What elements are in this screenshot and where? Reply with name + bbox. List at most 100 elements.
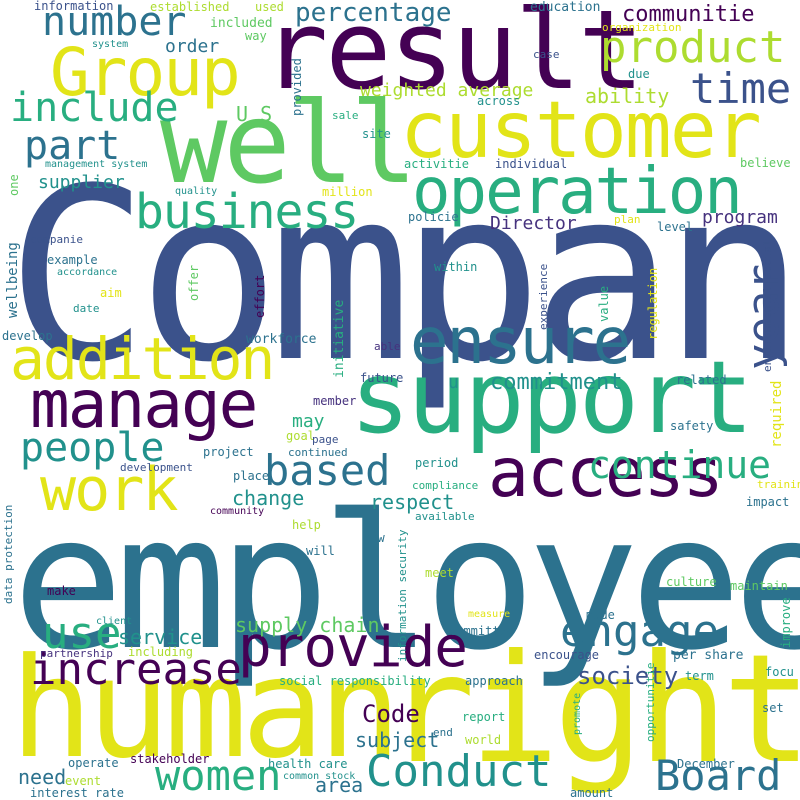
word-including: including <box>128 645 194 659</box>
word-supply-chain: supply chain <box>235 613 380 637</box>
word-society: society <box>577 662 679 690</box>
word-training: training <box>757 478 800 491</box>
word-will: will <box>306 544 335 558</box>
word-required: required <box>769 380 785 448</box>
word-access: access <box>488 434 724 513</box>
word-change: change <box>232 486 305 510</box>
word-plan: plan <box>614 213 641 226</box>
word-women: women <box>155 751 282 800</box>
word-new: new <box>363 531 385 545</box>
word-made: made <box>586 608 615 622</box>
word-us: U S <box>236 102 273 126</box>
word-end: end <box>433 726 453 739</box>
word-example: example <box>47 253 98 267</box>
word-interest-rate: interest rate <box>30 786 124 800</box>
word-ability: ability <box>585 84 670 108</box>
word-well: well <box>160 79 418 209</box>
word-program: program <box>702 207 778 228</box>
word-u: u <box>448 372 459 393</box>
word-promote: promote <box>572 692 583 735</box>
word-number: number <box>42 0 187 45</box>
word-communitie: communitie <box>622 2 755 27</box>
word-activitie: activitie <box>404 157 470 171</box>
word-able: able <box>374 340 401 353</box>
word-make: make <box>47 584 76 598</box>
word-future: future <box>360 371 404 385</box>
word-safety: safety <box>670 419 714 433</box>
word-value: value <box>597 285 611 322</box>
word-offer: offer <box>187 264 201 301</box>
word-improve: improve <box>779 597 793 648</box>
word-result: result <box>262 0 644 114</box>
word-accordance: accordance <box>57 267 118 278</box>
word-weighted-average: weighted average <box>360 80 534 101</box>
word-data-protection: data protection <box>2 504 15 604</box>
word-business: business <box>135 184 359 240</box>
word-culture: culture <box>666 575 717 589</box>
word-group: Group <box>50 34 241 111</box>
word-subject: subject <box>355 728 440 752</box>
word-part: part <box>24 123 121 169</box>
word-information: information <box>34 0 114 13</box>
word-customer: customer <box>400 86 762 176</box>
word-way: way <box>245 29 267 43</box>
word-operate: operate <box>68 756 119 770</box>
word-employee: employee <box>12 474 800 691</box>
word-encourage: encourage <box>534 648 600 662</box>
word-respect: respect <box>370 490 455 514</box>
word-within: within <box>434 260 478 274</box>
word-organization: organization <box>602 21 682 34</box>
word-project: project <box>203 445 254 459</box>
word-code: Code <box>362 700 420 728</box>
word-opportunitie: opportunitie <box>644 662 657 742</box>
word-develop: develop <box>2 329 53 343</box>
word-use: use <box>42 608 122 659</box>
word-product: product <box>600 22 786 73</box>
word-people: people <box>20 425 165 471</box>
word-related: related <box>676 373 727 387</box>
word-page: page <box>312 433 339 446</box>
word-percentage: percentage <box>295 0 452 28</box>
word-member: member <box>313 394 357 408</box>
word-sale: sale <box>332 109 359 122</box>
word-need: need <box>18 765 67 789</box>
word-area: area <box>315 773 364 797</box>
word-believe: believe <box>740 156 791 170</box>
word-one: one <box>7 174 21 196</box>
word-aim: aim <box>100 286 122 300</box>
word-term: term <box>685 669 714 683</box>
word-right: right <box>385 623 800 797</box>
word-workforce: workforce <box>246 332 317 347</box>
word-provided: provided <box>290 58 304 116</box>
word-management-system: management system <box>45 159 148 170</box>
word-experience: experience <box>537 263 550 330</box>
word-continue: continue <box>588 443 772 487</box>
word-established: established <box>150 0 230 14</box>
word-health-care: health care <box>268 757 348 771</box>
word-client: client <box>96 616 133 627</box>
word-help: help <box>292 518 321 532</box>
word-effort: effort <box>253 274 267 318</box>
word-quality: quality <box>175 186 218 197</box>
word-date: date <box>73 302 100 315</box>
word-world: world <box>465 733 502 747</box>
word-report: report <box>462 710 506 724</box>
word-case: case <box>533 48 560 61</box>
word-engage: engage <box>560 606 719 657</box>
word-education: education <box>530 0 601 15</box>
word-companie: companie <box>30 233 83 246</box>
word-meet: meet <box>425 566 454 580</box>
word-included: included <box>210 16 273 31</box>
word-supplier: supplier <box>38 172 125 193</box>
word-wellbeing: wellbeing <box>5 242 21 318</box>
word-time: time <box>690 64 792 113</box>
word-environmental-social: environmental social <box>761 239 774 372</box>
word-impact: impact <box>746 495 790 509</box>
word-initiative: initiative <box>332 299 347 378</box>
word-increase: increase <box>30 644 242 695</box>
word-based: based <box>264 446 391 495</box>
word-system: system <box>92 39 129 50</box>
word-community: community <box>210 506 265 517</box>
word-operation: operation <box>412 155 743 229</box>
